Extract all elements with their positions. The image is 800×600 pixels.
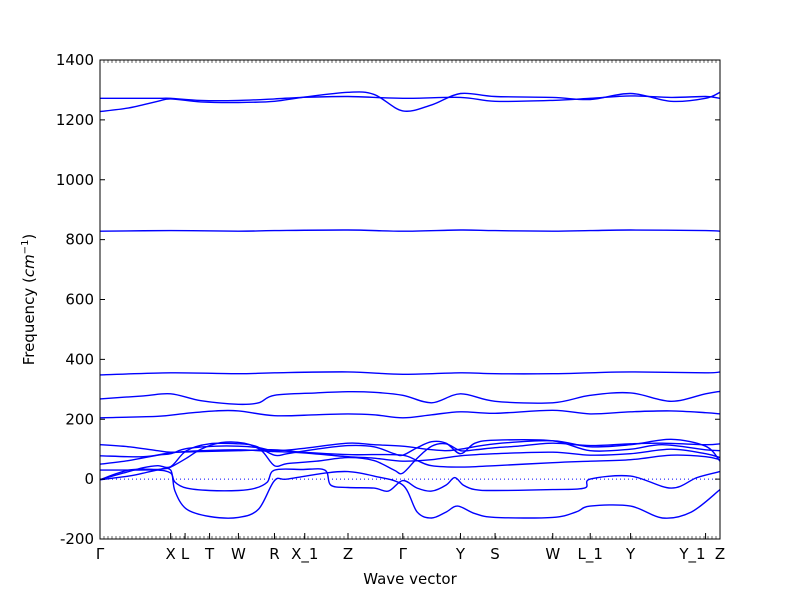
kpoint-label: Y_1 (678, 545, 705, 564)
kpoint-label: T (204, 545, 215, 563)
y-axis-label-open-paren: ( (20, 277, 38, 283)
band-line-1 (99, 441, 721, 481)
band-line-4 (99, 448, 721, 462)
y-tick-label: 200 (65, 410, 94, 428)
bands (99, 91, 721, 519)
kpoint-label: X (166, 545, 176, 563)
kpoint-label: W (231, 545, 246, 563)
band-line-9 (99, 390, 721, 406)
band-line-13 (100, 95, 721, 103)
kpoint-label: Y (455, 545, 466, 563)
y-axis-label-unit: cm (20, 254, 38, 277)
plot-frame (99, 59, 721, 540)
band-line-10 (99, 371, 721, 376)
band-line-3 (99, 438, 721, 465)
y-axis-label-unit-exponent: −1 (20, 240, 31, 255)
band-line-7 (99, 467, 721, 519)
y-tick-label: -200 (60, 530, 94, 548)
x-axis-label: Wave vector (363, 570, 457, 588)
kpoint-label: Z (343, 545, 353, 563)
y-tick-label: 1000 (56, 171, 94, 189)
kpoint-label: S (490, 545, 500, 563)
kpoint-label: X_1 (291, 545, 318, 564)
y-tick-label: 1400 (56, 51, 94, 69)
band-line-6 (100, 468, 721, 493)
y-axis-ticks: -200 0 200 400 600 800 1000 1200 1400 (56, 51, 720, 548)
y-tick-label: 0 (84, 470, 94, 488)
y-tick-label: 800 (65, 231, 94, 249)
y-tick-label: 1200 (56, 111, 94, 129)
band-line-8 (99, 409, 721, 419)
y-axis-label: Frequency (cm−1) (20, 234, 38, 366)
kpoint-label: L (181, 545, 190, 563)
kpoint-label: Y (625, 545, 636, 563)
kpoint-label: W (545, 545, 560, 563)
kpoint-label: Γ (399, 545, 408, 563)
y-tick-label: 400 (65, 350, 94, 368)
kpoint-label: Z (715, 545, 725, 563)
band-line-5 (99, 444, 721, 468)
y-tick-label: 600 (65, 291, 94, 309)
band-line-2 (99, 439, 721, 481)
kpoint-label: R (269, 545, 279, 563)
band-line-12 (99, 91, 721, 113)
x-axis-ticks: Γ X L T W R X_1 Z Γ Y S W L_1 Y Y_1 Z (96, 60, 725, 564)
kpoint-label: L_1 (578, 545, 603, 564)
y-axis-label-close-paren: ) (20, 234, 38, 240)
band-line-11 (99, 229, 721, 232)
y-axis-label-text: Frequency (20, 288, 38, 366)
kpoint-label: Γ (96, 545, 105, 563)
